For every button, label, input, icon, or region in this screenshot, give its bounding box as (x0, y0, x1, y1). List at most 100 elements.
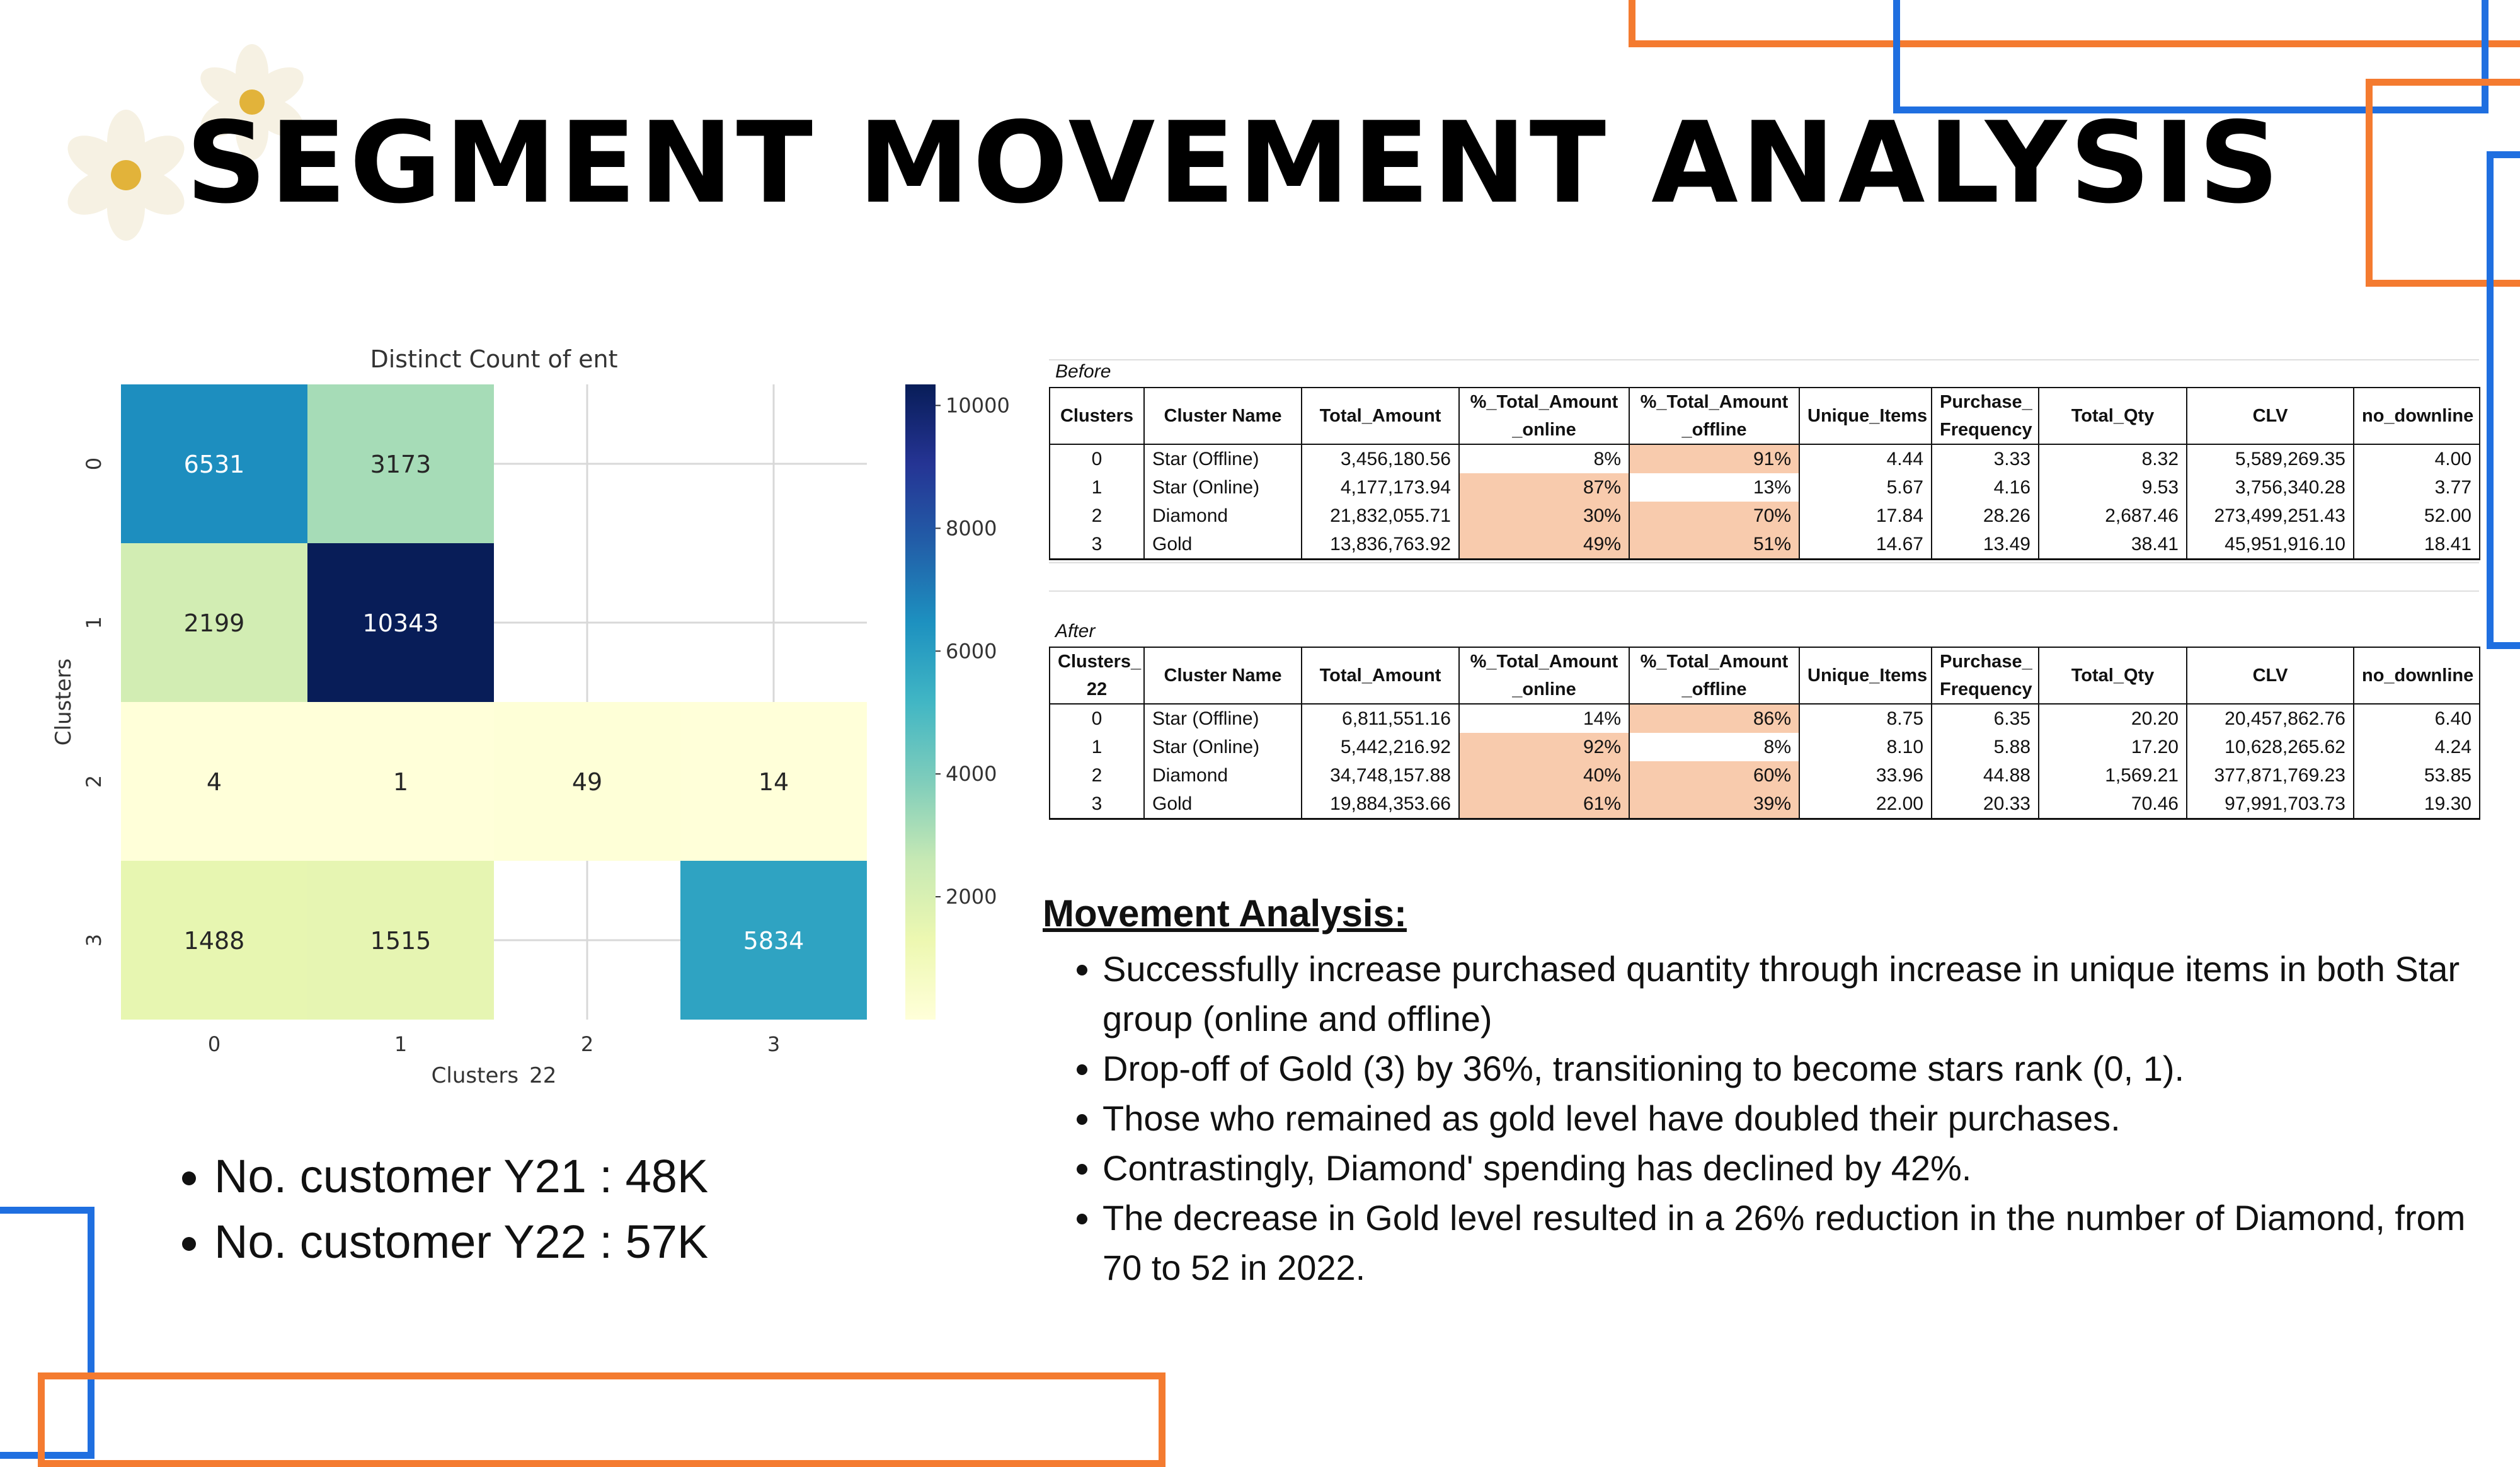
table-cell: 20.33 (1931, 790, 2039, 820)
column-header: CLV (2186, 387, 2354, 445)
table-cell: 20,457,862.76 (2186, 704, 2354, 733)
x-tick-label: 1 (394, 1032, 407, 1056)
table-cell: 3 (1049, 530, 1145, 560)
table-cell: 8.32 (2038, 444, 2187, 473)
table-row: 2 Diamond 34,748,157.88 40% 60% 33.96 44.88 1,5… (1049, 761, 2480, 790)
table-cell: 8.75 (1799, 704, 1932, 733)
table-cell: 2,687.46 (2038, 502, 2187, 530)
colorbar-tick-label: 8000 (946, 516, 997, 540)
table-cell: Diamond (1143, 502, 1302, 530)
table-cell: 97,991,703.73 (2186, 790, 2354, 820)
flower-icon (200, 44, 304, 160)
column-header: Cluster Name (1143, 387, 1302, 445)
table-cell: 45,951,916.10 (2186, 530, 2354, 560)
table-row: 3 Gold 19,884,353.66 61% 39% 22.00 20.33 70.46 9… (1049, 790, 2480, 820)
cell-value-label: 49 (572, 768, 602, 796)
table-cell: 9.53 (2038, 473, 2187, 502)
table-row: 0 Star (Offline) 3,456,180.56 8% 91% 4.44 3.33… (1049, 444, 2480, 473)
table-cell: 38.41 (2038, 530, 2187, 560)
x-tick-label: 3 (767, 1032, 780, 1056)
table-cell: 60% (1629, 761, 1800, 790)
table-cell: 1,569.21 (2038, 761, 2187, 790)
table-row: 1 Star (Online) 5,442,216.92 92% 8% 8.10 5.88 1… (1049, 733, 2480, 761)
column-header: Cluster Name (1143, 647, 1302, 705)
customer-count-list: No. customer Y21 : 48K No. customer Y22 … (170, 1144, 708, 1275)
table-cell: 4.24 (2353, 733, 2480, 761)
column-header: CLV (2186, 647, 2354, 705)
movement-analysis-list: Successfully increase purchased quantity… (1043, 944, 2492, 1292)
table-cell: 19,884,353.66 (1301, 790, 1460, 820)
heatmap-cell (680, 861, 867, 1020)
colorbar-tick-label: 4000 (946, 762, 997, 786)
table-cell: 40% (1458, 761, 1630, 790)
table-cell: 4.00 (2353, 444, 2480, 473)
table-cell: 3,756,340.28 (2186, 473, 2354, 502)
table-cell: 8% (1458, 444, 1630, 473)
cell-value-label: 3173 (370, 451, 432, 478)
heatmap-cell (494, 702, 680, 861)
table-cell: 6.35 (1931, 704, 2039, 733)
table-cell: 52.00 (2353, 502, 2480, 530)
table-cell: 5,442,216.92 (1301, 733, 1460, 761)
table-cell: Star (Offline) (1143, 444, 1302, 473)
table-cell: 49% (1458, 530, 1630, 560)
cell-value-label: 1515 (370, 927, 432, 955)
table-cell: 70% (1629, 502, 1800, 530)
column-header: no_downline (2353, 387, 2480, 445)
table-cell: 3 (1049, 790, 1145, 820)
table-cell: 273,499,251.43 (2186, 502, 2354, 530)
table-cell: Gold (1143, 530, 1302, 560)
cell-value-label: 6531 (184, 451, 245, 478)
table-cell: 28.26 (1931, 502, 2039, 530)
table-cell: 14.67 (1799, 530, 1932, 560)
x-tick-label: 0 (208, 1032, 220, 1056)
table-cell: 21,832,055.71 (1301, 502, 1460, 530)
list-item: Drop-off of Gold (3) by 36%, transitioni… (1102, 1044, 2492, 1093)
decor-orange-frame-right (2366, 79, 2520, 287)
table-cell: 2 (1049, 502, 1145, 530)
table-cell: 17.20 (2038, 733, 2187, 761)
chart-title: Distinct Count of ent (370, 345, 617, 373)
table-cell: Diamond (1143, 761, 1302, 790)
table-cell: 70.46 (2038, 790, 2187, 820)
colorbar-tick-label: 10000 (946, 393, 1010, 417)
colorbar-tick-label: 2000 (946, 885, 997, 909)
heatmap-cell (121, 384, 307, 543)
heatmap-cell (121, 702, 307, 861)
table-cell: 61% (1458, 790, 1630, 820)
table-cell: 5,589,269.35 (2186, 444, 2354, 473)
list-item: The decrease in Gold level resulted in a… (1102, 1193, 2492, 1292)
cell-value-label: 10343 (363, 609, 439, 637)
table-cell: 1 (1049, 473, 1145, 502)
table-cell: 13% (1629, 473, 1800, 502)
table-cell: 51% (1629, 530, 1800, 560)
table-cell: 8% (1629, 733, 1800, 761)
table-cell: 18.41 (2353, 530, 2480, 560)
table-cell: 1 (1049, 733, 1145, 761)
heatmap-cell (121, 861, 307, 1020)
column-header: Total_Amount (1301, 387, 1460, 445)
table-cell: 5.88 (1931, 733, 2039, 761)
table-cell: 4.16 (1931, 473, 2039, 502)
heatmap-cell (307, 861, 494, 1020)
table-cell: 22.00 (1799, 790, 1932, 820)
before-table-block: Before Clusters Cluster Name Total_Amount%… (1049, 359, 2480, 560)
y-tick-label: 1 (82, 616, 106, 629)
table-cell: 3.33 (1931, 444, 2039, 473)
page-title: SEGMENT MOVEMENT ANALYSIS (186, 98, 2282, 228)
table-cell: 10,628,265.62 (2186, 733, 2354, 761)
column-header: Unique_Items (1799, 647, 1932, 705)
heatmap-cell (680, 702, 867, 861)
x-axis-label: Clusters_22 (432, 1063, 557, 1084)
column-header: %_Total_Amount _online (1458, 647, 1630, 705)
table-cell: 2 (1049, 761, 1145, 790)
sheet-grid-gap (1049, 562, 2479, 619)
table-cell: 87% (1458, 473, 1630, 502)
table-cell: 20.20 (2038, 704, 2187, 733)
flower-icon (67, 110, 185, 241)
heatmap-cell (307, 702, 494, 861)
column-header: Unique_Items (1799, 387, 1932, 445)
table-cell: 53.85 (2353, 761, 2480, 790)
cell-value-label: 1488 (184, 927, 245, 955)
table-row: 3 Gold 13,836,763.92 49% 51% 14.67 13.49 38.41 4… (1049, 530, 2480, 560)
